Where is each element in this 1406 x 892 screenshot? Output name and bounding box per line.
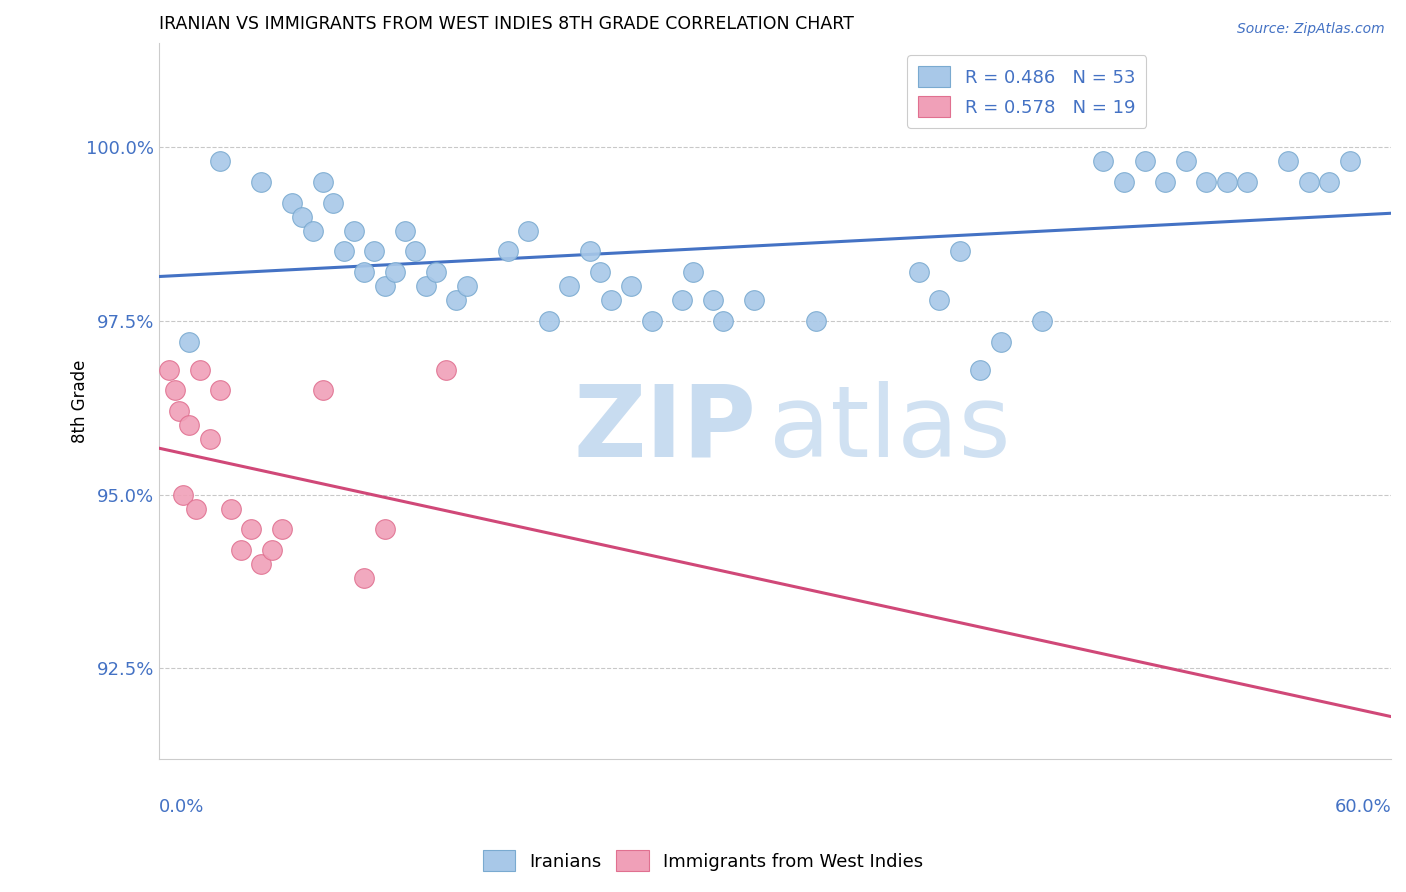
Point [374, 523, 396, 537]
Legend: Iranians, Immigrants from West Indies: Iranians, Immigrants from West Indies [475, 843, 931, 879]
Point [804, 314, 827, 328]
Point [219, 501, 242, 516]
Point [713, 314, 735, 328]
Point [671, 293, 693, 307]
Point [322, 195, 344, 210]
Text: ZIP: ZIP [574, 381, 756, 478]
Point [702, 293, 724, 307]
Point [446, 293, 468, 307]
Text: atlas: atlas [769, 381, 1011, 478]
Point [928, 293, 950, 307]
Text: Source: ZipAtlas.com: Source: ZipAtlas.com [1237, 22, 1385, 37]
Point [949, 244, 972, 259]
Point [1215, 175, 1237, 189]
Point [179, 418, 201, 433]
Point [353, 571, 375, 585]
Point [1195, 175, 1218, 189]
Point [1298, 175, 1320, 189]
Point [291, 210, 314, 224]
Point [415, 279, 437, 293]
Point [301, 223, 323, 237]
Point [1319, 175, 1341, 189]
Point [456, 279, 478, 293]
Point [312, 384, 335, 398]
Point [229, 543, 252, 558]
Point [394, 223, 416, 237]
Point [332, 244, 354, 259]
Point [404, 244, 426, 259]
Point [620, 279, 643, 293]
Point [240, 523, 263, 537]
Point [1133, 154, 1156, 169]
Point [250, 175, 273, 189]
Point [270, 523, 292, 537]
Point [434, 362, 457, 376]
Point [184, 501, 207, 516]
Point [496, 244, 519, 259]
Point [990, 334, 1012, 349]
Point [172, 488, 194, 502]
Point [198, 432, 221, 446]
Point [363, 244, 385, 259]
Point [682, 265, 704, 279]
Point [1236, 175, 1258, 189]
Point [209, 384, 232, 398]
Point [281, 195, 304, 210]
Point [907, 265, 929, 279]
Point [589, 265, 612, 279]
Point [312, 175, 335, 189]
Point [1154, 175, 1177, 189]
Point [1112, 175, 1135, 189]
Point [167, 404, 190, 418]
Text: 0.0%: 0.0% [159, 798, 204, 816]
Point [742, 293, 765, 307]
Point [1277, 154, 1299, 169]
Y-axis label: 8th Grade: 8th Grade [72, 359, 89, 442]
Point [599, 293, 621, 307]
Point [374, 279, 396, 293]
Point [425, 265, 447, 279]
Point [969, 362, 991, 376]
Point [250, 557, 273, 571]
Point [640, 314, 662, 328]
Point [179, 334, 201, 349]
Point [188, 362, 211, 376]
Point [353, 265, 375, 279]
Legend: R = 0.486   N = 53, R = 0.578   N = 19: R = 0.486 N = 53, R = 0.578 N = 19 [907, 55, 1146, 128]
Point [157, 362, 180, 376]
Text: IRANIAN VS IMMIGRANTS FROM WEST INDIES 8TH GRADE CORRELATION CHART: IRANIAN VS IMMIGRANTS FROM WEST INDIES 8… [159, 15, 853, 33]
Point [579, 244, 602, 259]
Point [384, 265, 406, 279]
Point [1339, 154, 1361, 169]
Point [517, 223, 540, 237]
Point [1092, 154, 1115, 169]
Point [537, 314, 560, 328]
Point [343, 223, 366, 237]
Text: 60.0%: 60.0% [1334, 798, 1391, 816]
Point [260, 543, 283, 558]
Point [1174, 154, 1197, 169]
Point [1031, 314, 1053, 328]
Point [558, 279, 581, 293]
Point [165, 384, 187, 398]
Point [209, 154, 232, 169]
